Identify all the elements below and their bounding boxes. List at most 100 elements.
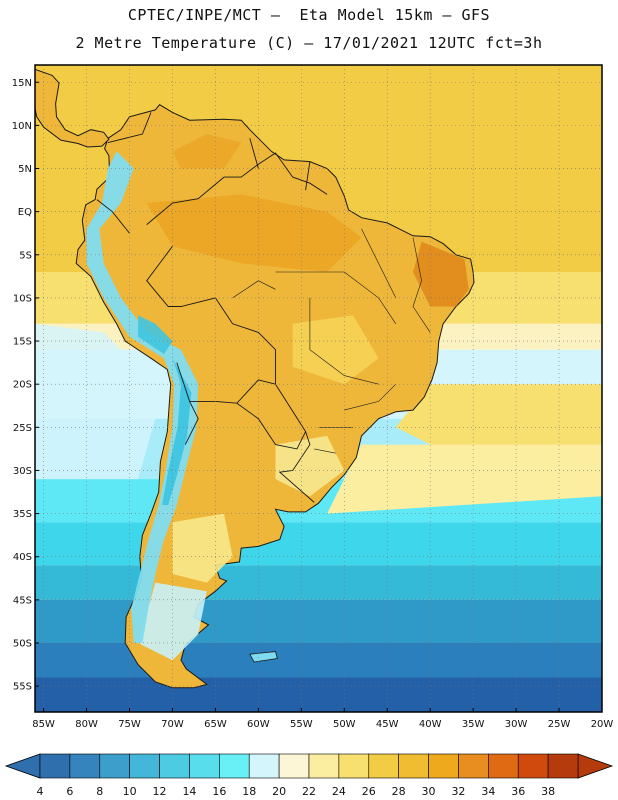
colorbar-tick-label: 28 [392,785,406,798]
map-title-line-2: 2 Metre Temperature (C) – 17/01/2021 12U… [75,34,543,52]
colorbar-tick-label: 10 [123,785,137,798]
colorbar-swatch [458,753,489,779]
latitude-label: EQ [18,207,32,218]
land-temperature-field [35,68,475,689]
colorbar-swatch [129,753,160,779]
colorbar-swatch [278,753,310,779]
andes-cold-ridge [86,151,199,644]
latitude-label: 50S [13,638,32,649]
colorbar-tick-label: 12 [153,785,167,798]
longitude-label: 35W [462,719,485,730]
central-plateau-zone [292,315,379,385]
colorbar-swatch [189,753,220,779]
amazon-hot-zone [146,194,362,272]
colorbar-tick-label: 36 [511,785,525,798]
ocean-band [35,565,602,600]
state-border [344,383,397,411]
colorbar-tick-label: 38 [541,785,555,798]
colorbar-tick-label: 16 [212,785,226,798]
colorbar-tick-label: 14 [182,785,196,798]
colorbar-swatch [99,753,130,779]
colorbar-tick-label: 22 [302,785,316,798]
colorbar-swatch [219,753,250,779]
pampas-mild-zone [172,513,233,583]
country-border [305,161,311,191]
falkland-islands [249,651,278,663]
colorbar-swatch [488,753,519,779]
latitude-label: 30S [13,466,32,477]
longitude-label: 60W [247,719,270,730]
latitude-label: 5N [18,164,32,175]
central-america-land [35,68,110,148]
country-border [146,152,328,225]
latitude-label: 55S [13,682,32,693]
state-border [232,280,276,299]
map-title-line-1: CPTEC/INPE/MCT – Eta Model 15km – GFS [127,6,491,24]
longitude-label: 25W [548,719,571,730]
colorbar-tick-label: 8 [96,785,103,798]
latitude-label: 15S [13,337,32,348]
latitude-label: 25S [13,423,32,434]
country-border [249,138,259,169]
colorbar-tick-label: 4 [37,785,44,798]
longitude-label: 70W [161,719,184,730]
colorbar-tick-label: 30 [422,785,436,798]
colorbar-tick-label: 26 [362,785,376,798]
latitude-labels: 15N 10N 5N EQ 5S 10S 15S 20S 25S 30S 35S 40S 45S 50S 5… [12,78,39,693]
colorbar-swatch [159,753,190,779]
altiplano-cold-core [162,358,192,505]
colorbar-swatch [338,753,370,779]
ocean-band [35,522,602,566]
northeast-brazil-hot-zone [413,241,469,307]
latitude-label: 35S [13,509,32,520]
state-border [275,271,397,324]
colorbar-min-arrow [4,753,41,779]
colorbar-tick-label: 24 [332,785,346,798]
country-border [176,362,276,404]
colorbar-max-arrow [577,753,614,779]
country-border [107,112,152,144]
latitude-label: 10N [12,121,32,132]
longitude-label: 80W [75,719,98,730]
ocean-band [35,599,602,643]
pacific-cool-tongue [35,323,156,480]
latitude-label: 20S [13,380,32,391]
country-border [146,245,315,503]
llanos-hot-zone [172,134,242,169]
longitude-labels: 85W 80W 75W 70W 65W 60W 55W 50W 45W 40W 35W 30W 25W 2… [32,708,613,730]
latitude-label: 45S [13,595,32,606]
country-border [184,401,199,445]
longitude-label: 65W [204,719,227,730]
longitude-label: 20W [591,719,614,730]
latitude-label: 40S [13,552,32,563]
ocean-band [35,642,602,678]
colorbar-swatch [248,753,280,779]
longitude-label: 50W [333,719,356,730]
longitude-label: 75W [118,719,141,730]
colorbar-swatch [547,753,579,779]
ocean-band [35,677,602,712]
colorbar-swatch [39,753,71,779]
southern-brazil-mild-zone [275,435,345,497]
state-border [309,297,379,385]
atlantic-mild-area [327,444,602,514]
longitude-label: 55W [290,719,313,730]
longitude-label: 40W [419,719,442,730]
map-frame [34,64,603,713]
colorbar-swatch [398,753,429,779]
latitude-label: 5S [19,250,32,261]
colorbar-swatch [69,753,101,779]
colorbar-tick-label: 34 [481,785,495,798]
longitude-label: 85W [32,719,55,730]
colorbar-swatch [428,753,459,779]
colorbar-tick-label: 32 [451,785,465,798]
longitude-label: 45W [376,719,399,730]
colorbar-tick-label: 18 [242,785,256,798]
colorbar-tick-label: 20 [272,785,286,798]
latitude-label: 10S [13,293,32,304]
state-border [314,448,336,454]
latitude-label: 15N [12,78,32,89]
temperature-colorbar: 4 6 8 10 12 14 16 18 20 22 24 26 28 30 32 34 36 38 [4,753,614,798]
lat-lon-grid [35,65,602,712]
